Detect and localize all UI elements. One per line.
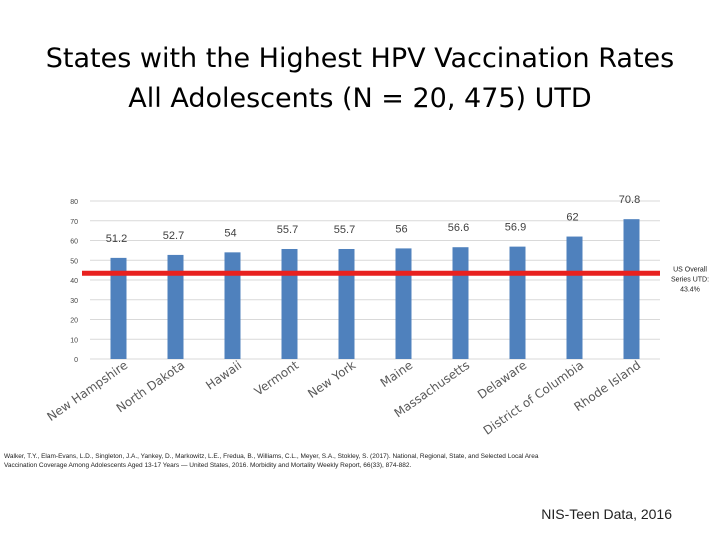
x-tick-label: Vermont [252, 358, 302, 399]
bar [623, 219, 640, 359]
y-tick-label: 0 [74, 357, 78, 364]
source-label: NIS-Teen Data, 2016 [541, 506, 672, 522]
y-tick-label: 10 [70, 337, 78, 344]
citation-line-1: Walker, T.Y., Elam-Evans, L.D., Singleto… [4, 453, 539, 460]
y-tick-label: 30 [70, 298, 78, 305]
bar [566, 236, 583, 359]
data-label: 56.6 [448, 222, 469, 234]
data-label: 51.2 [106, 233, 127, 245]
bar [110, 257, 127, 359]
data-label: 62 [566, 212, 578, 224]
bar [395, 248, 412, 359]
citation-line-2: Vaccination Coverage Among Adolescents A… [4, 462, 412, 469]
y-tick-label: 40 [70, 278, 78, 285]
reference-label: 43.4% [680, 286, 700, 293]
bar [167, 254, 184, 359]
data-label: 54 [224, 227, 236, 239]
data-label: 52.7 [163, 230, 184, 242]
bar [509, 246, 526, 359]
chart-title-line-2: All Adolescents (N = 20, 475) UTD [128, 83, 592, 114]
y-tick-label: 20 [70, 318, 78, 325]
x-tick-label: Delaware [475, 358, 529, 402]
x-tick-label: New Hampshire [44, 358, 130, 424]
y-tick-label: 80 [70, 199, 78, 206]
y-tick-label: 50 [70, 258, 78, 265]
x-tick-label: New York [305, 358, 358, 401]
chart-title-line-1: States with the Highest HPV Vaccination … [45, 43, 675, 74]
x-tick-label: District of Columbia [481, 358, 586, 438]
bar [281, 248, 298, 359]
data-label: 55.7 [277, 224, 298, 236]
data-label: 55.7 [334, 224, 355, 236]
data-label: 56 [395, 223, 407, 235]
x-tick-label: Maine [378, 358, 416, 390]
x-tick-label: Hawaii [203, 358, 244, 393]
citation: Walker, T.Y., Elam-Evans, L.D., Singleto… [4, 452, 604, 470]
data-label: 56.9 [505, 222, 526, 234]
reference-label: Series UTD: [671, 276, 709, 283]
reference-label: US Overall [673, 266, 707, 273]
y-tick-label: 70 [70, 219, 78, 226]
bar [224, 252, 241, 359]
bar [452, 247, 469, 359]
y-tick-label: 60 [70, 239, 78, 246]
bar [338, 248, 355, 359]
data-label: 70.8 [619, 194, 640, 206]
